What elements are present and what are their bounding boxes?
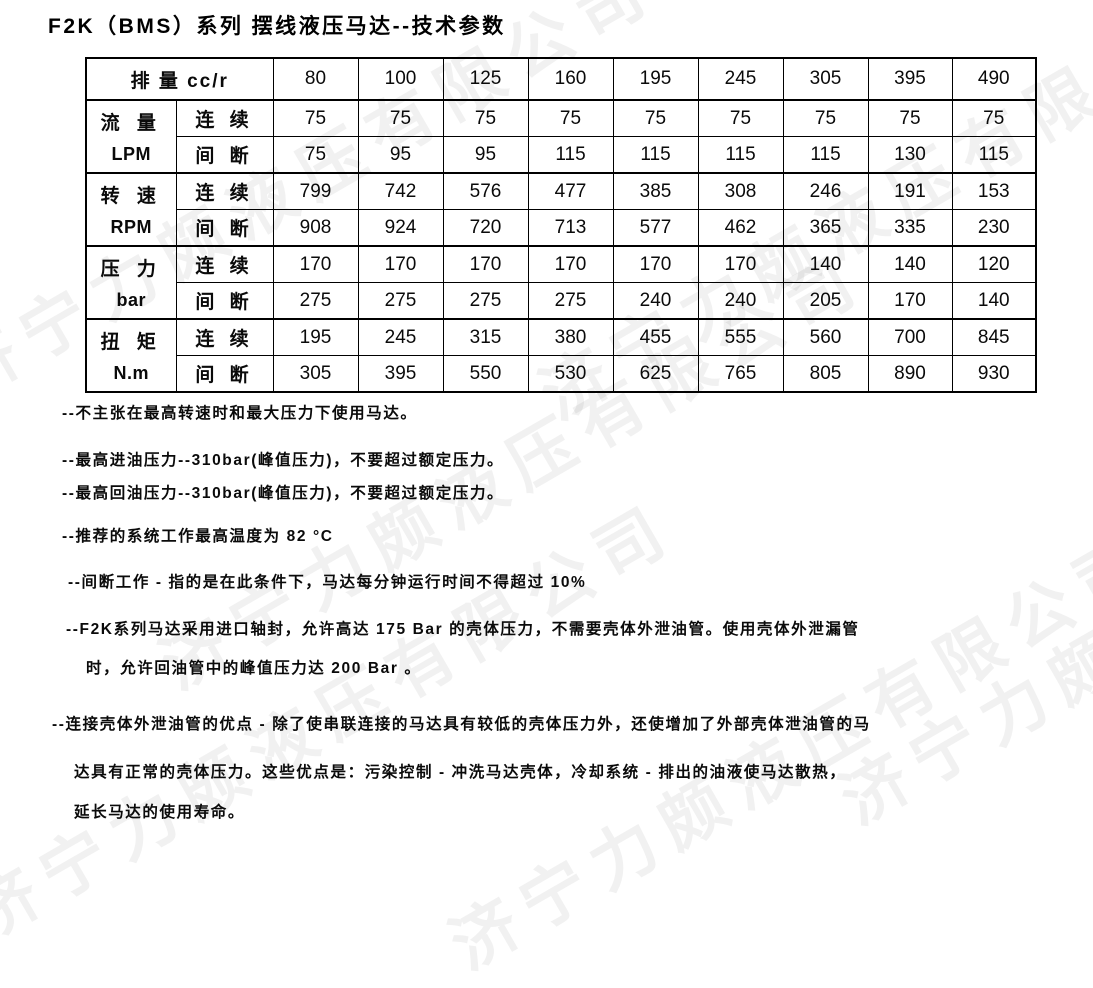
value-cell: 805 [782,355,869,393]
param-name: 压 力 [100,259,162,280]
value-cell: 305 [272,355,359,393]
value-cell: 308 [697,172,784,210]
value-cell: 890 [867,355,953,393]
param-label-cell: 转 速 RPM [85,172,177,247]
value-cell: 170 [612,245,699,283]
value-cell: 75 [697,99,784,137]
displacement-header-row: 排 量 cc/r 80 100 125 160 195 245 305 395 490 [85,57,1037,101]
value-cell: 455 [612,318,699,356]
note-line: --不主张在最高转速时和最大压力下使用马达。 [62,405,418,422]
displacement-value: 100 [357,57,444,101]
spec-table: 排 量 cc/r 80 100 125 160 195 245 305 395 490 流 量 LPM… [85,57,1037,393]
value-cell: 395 [357,355,444,393]
value-cell: 742 [357,172,444,210]
value-cell: 75 [442,99,529,137]
value-cell: 140 [782,245,869,283]
mode-label-continuous: 连 续 [175,99,274,137]
param-name: 扭 矩 [100,332,162,353]
note-line: --最高回油压力--310bar(峰值压力)，不要超过额定压力。 [62,485,505,502]
value-cell: 75 [272,136,359,174]
value-cell: 205 [782,282,869,320]
value-cell: 170 [527,245,614,283]
note-line: --连接壳体外泄油管的优点 - 除了使串联连接的马达具有较低的壳体压力外，还使增… [52,716,871,733]
note-line: --F2K系列马达采用进口轴封，允许高达 175 Bar 的壳体压力，不需要壳体… [66,621,860,638]
value-cell: 95 [442,136,529,174]
param-unit: N.m [113,363,149,383]
value-cell: 75 [951,99,1037,137]
value-cell: 275 [527,282,614,320]
value-cell: 75 [272,99,359,137]
value-cell: 924 [357,209,444,247]
displacement-header-label: 排 量 cc/r [85,57,274,101]
notes: --不主张在最高转速时和最大压力下使用马达。 --最高进油压力--310bar(峰… [52,405,871,821]
value-cell: 115 [697,136,784,174]
param-label-cell: 扭 矩 N.m [85,318,177,393]
spec-table-body: 排 量 cc/r 80 100 125 160 195 245 305 395 490 流 量 LPM… [85,57,1037,393]
note-line: --最高进油压力--310bar(峰值压力)，不要超过额定压力。 [62,452,505,469]
value-cell: 335 [867,209,953,247]
value-cell: 555 [697,318,784,356]
mode-label-continuous: 连 续 [175,245,274,283]
value-cell: 845 [951,318,1037,356]
param-row-intermittent: 间 断 305 395 550 530 625 765 805 890 930 [86,355,1037,393]
value-cell: 530 [527,355,614,393]
note-line: 达具有正常的壳体压力。这些优点是：污染控制 - 冲洗马达壳体，冷却系统 - 排出… [74,764,847,781]
value-cell: 170 [697,245,784,283]
value-cell: 930 [951,355,1037,393]
mode-label-intermittent: 间 断 [175,209,274,247]
note-line: 延长马达的使用寿命。 [74,804,246,821]
value-cell: 908 [272,209,359,247]
displacement-value: 490 [951,57,1037,101]
param-name: 流 量 [100,113,162,134]
mode-label-intermittent: 间 断 [175,355,274,393]
value-cell: 577 [612,209,699,247]
value-cell: 765 [697,355,784,393]
mode-label-continuous: 连 续 [175,318,274,356]
displacement-value: 160 [527,57,614,101]
mode-label-continuous: 连 续 [175,172,274,210]
note-line: 时，允许回油管中的峰值压力达 200 Bar 。 [86,660,422,677]
value-cell: 140 [867,245,953,283]
value-cell: 115 [527,136,614,174]
value-cell: 550 [442,355,529,393]
value-cell: 130 [867,136,953,174]
displacement-value: 80 [272,57,359,101]
param-row-intermittent: 间 断 908 924 720 713 577 462 365 335 230 [86,209,1037,247]
value-cell: 462 [697,209,784,247]
param-row-continuous: 扭 矩 N.m 连 续 195 245 315 380 455 555 560 700 845 [85,318,1037,393]
displacement-value: 245 [697,57,784,101]
value-cell: 170 [867,282,953,320]
value-cell: 75 [612,99,699,137]
param-unit: LPM [111,144,151,164]
value-cell: 115 [782,136,869,174]
value-cell: 720 [442,209,529,247]
param-row-intermittent: 间 断 75 95 95 115 115 115 115 130 115 [86,136,1037,174]
value-cell: 380 [527,318,614,356]
page-title: F2K（BMS）系列 摆线液压马达--技术参数 [48,15,506,38]
value-cell: 713 [527,209,614,247]
displacement-value: 195 [612,57,699,101]
param-name: 转 速 [100,186,162,207]
value-cell: 246 [782,172,869,210]
param-label-cell: 流 量 LPM [85,99,177,174]
param-unit: RPM [110,217,152,237]
value-cell: 170 [442,245,529,283]
displacement-value: 395 [867,57,953,101]
param-row-continuous: 压 力 bar 连 续 170 170 170 170 170 170 140 140 120 [85,245,1037,320]
value-cell: 385 [612,172,699,210]
value-cell: 170 [272,245,359,283]
note-line: --推荐的系统工作最高温度为 82 °C [62,528,334,545]
value-cell: 140 [951,282,1037,320]
param-unit: bar [116,290,146,310]
note-line: --间断工作 - 指的是在此条件下，马达每分钟运行时间不得超过 10% [68,574,587,591]
value-cell: 365 [782,209,869,247]
value-cell: 700 [867,318,953,356]
